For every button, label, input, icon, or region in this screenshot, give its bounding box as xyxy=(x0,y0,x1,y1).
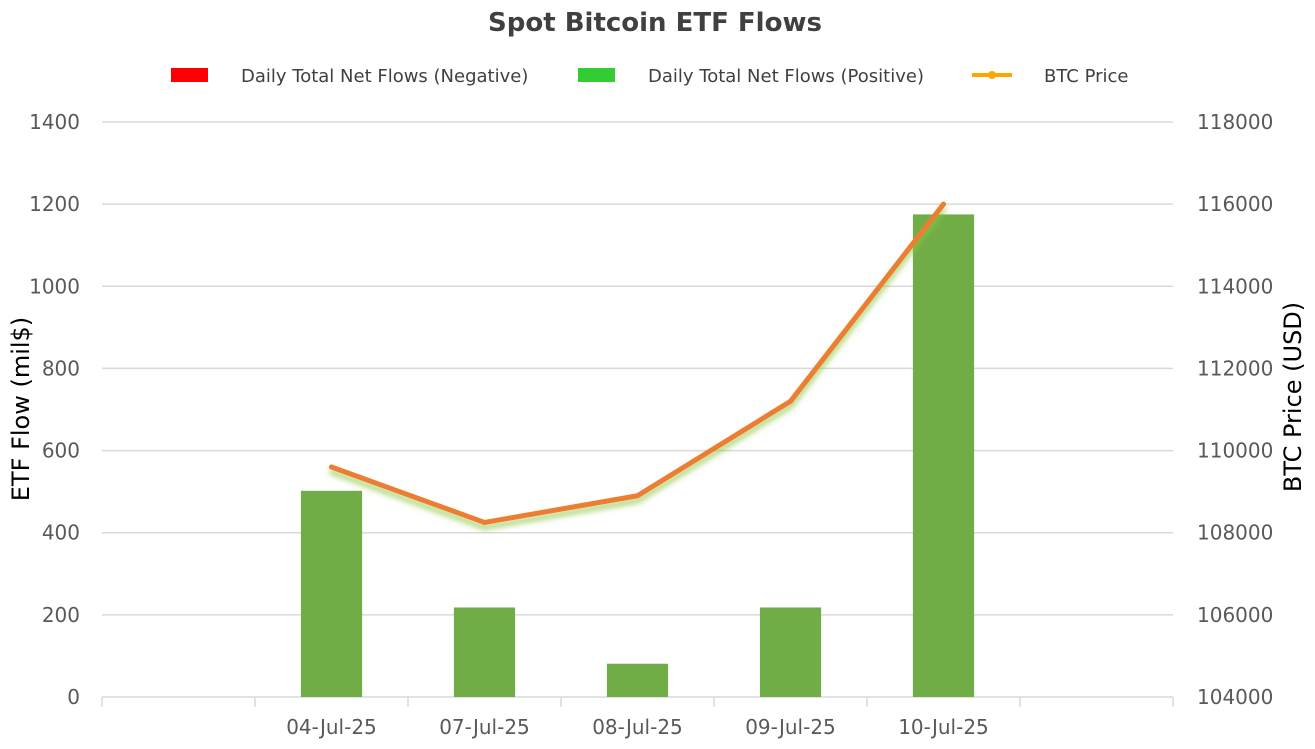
x-tick-label: 09-Jul-25 xyxy=(745,715,836,739)
x-tick-label: 04-Jul-25 xyxy=(286,715,377,739)
y-tick-label-left: 1000 xyxy=(29,274,80,298)
y-tick-label-left: 1400 xyxy=(29,110,80,134)
y-tick-label-left: 800 xyxy=(42,356,80,380)
line-point xyxy=(941,201,946,207)
bar xyxy=(759,607,822,697)
bar-series xyxy=(300,214,975,698)
line-point xyxy=(788,398,793,404)
x-tick-label: 08-Jul-25 xyxy=(592,715,683,739)
legend-label: Daily Total Net Flows (Negative) xyxy=(241,66,528,87)
y-tick-label-left: 600 xyxy=(42,439,80,463)
y-tick-label-right: 110000 xyxy=(1197,439,1273,463)
y-tick-label-left: 200 xyxy=(42,603,80,627)
y-tick-label-right: 114000 xyxy=(1197,274,1273,298)
btc-price-line xyxy=(329,201,946,525)
bar xyxy=(300,490,363,697)
y-tick-label-right: 112000 xyxy=(1197,356,1273,380)
line-point xyxy=(482,519,487,525)
y-tick-label-right: 116000 xyxy=(1197,192,1273,216)
x-axis: 04-Jul-25 07-Jul-25 08-Jul-25 09-Jul-25 10-J… xyxy=(101,696,1174,739)
gridlines xyxy=(102,121,1173,616)
legend-swatch xyxy=(171,68,208,82)
bar xyxy=(453,607,516,697)
line-point xyxy=(635,493,640,499)
y-axis-right-label: BTC Price (USD) xyxy=(1279,302,1307,492)
y-tick-label-left: 1200 xyxy=(29,192,80,216)
chart-legend: Daily Total Net Flows (Negative) Daily To… xyxy=(171,66,1129,87)
line-point xyxy=(329,464,334,470)
y-axis-right-ticks: 104000 106000 108000 110000 112000 114000 1160… xyxy=(1197,110,1273,709)
legend-label: Daily Total Net Flows (Positive) xyxy=(648,66,924,87)
y-axis-left-ticks: 0 200 400 600 800 1000 1200 1400 xyxy=(29,110,80,709)
y-tick-label-right: 106000 xyxy=(1197,603,1273,627)
y-tick-label-left: 400 xyxy=(42,521,80,545)
y-tick-label-right: 108000 xyxy=(1197,521,1273,545)
y-tick-label-left: 0 xyxy=(67,685,80,709)
bar xyxy=(912,214,975,698)
legend-swatch xyxy=(578,68,615,82)
y-tick-label-right: 118000 xyxy=(1197,110,1273,134)
legend-marker xyxy=(988,71,996,79)
y-tick-label-right: 104000 xyxy=(1197,685,1273,709)
bar xyxy=(606,663,669,697)
legend-label: BTC Price xyxy=(1044,66,1129,87)
line-series xyxy=(329,201,946,525)
y-axis-left-label: ETF Flow (mil$) xyxy=(7,317,35,501)
x-tick-label: 07-Jul-25 xyxy=(439,715,530,739)
x-tick-label: 10-Jul-25 xyxy=(898,715,989,739)
chart-title: Spot Bitcoin ETF Flows xyxy=(488,8,822,38)
